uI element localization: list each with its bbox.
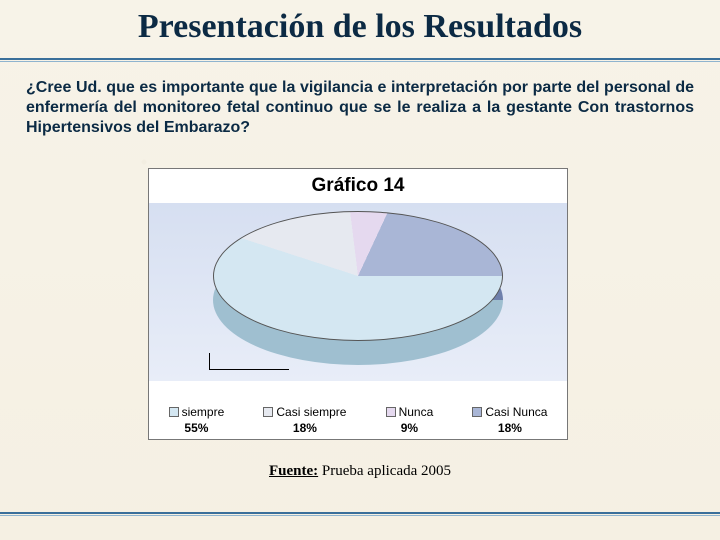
legend-percent: 55%	[169, 421, 225, 435]
legend-item: Nunca 9%	[386, 404, 434, 435]
legend-item: Casi Nunca 18%	[472, 404, 547, 435]
legend-swatch	[263, 407, 273, 417]
source-text: Prueba aplicada 2005	[322, 463, 451, 479]
chart-plot-area	[149, 203, 567, 381]
pie-top	[213, 211, 503, 341]
pie-chart	[213, 211, 503, 381]
legend-swatch	[472, 407, 482, 417]
legend-label: Casi siempre	[276, 405, 346, 419]
page-title: Presentación de los Resultados	[0, 8, 720, 46]
question-text: ¿Cree Ud. que es importante que la vigil…	[26, 78, 694, 138]
source-label: Fuente:	[269, 463, 318, 479]
legend-percent: 18%	[263, 421, 346, 435]
chart-legend: siempre 55% Casi siempre 18% Nunca 9% Ca…	[149, 404, 567, 435]
chart-container: Gráfico 14 siempre 55% Casi siempre 18% …	[148, 168, 568, 440]
chart-title: Gráfico 14	[149, 175, 567, 197]
legend-label: Nunca	[399, 405, 434, 419]
bottom-divider	[0, 512, 720, 516]
leader-line	[209, 353, 210, 369]
legend-item: siempre 55%	[169, 404, 225, 435]
legend-label: siempre	[182, 405, 225, 419]
legend-swatch	[169, 407, 179, 417]
legend-label: Casi Nunca	[485, 405, 547, 419]
top-divider	[0, 58, 720, 62]
legend-percent: 18%	[472, 421, 547, 435]
source-line: Fuente: Prueba aplicada 2005	[0, 463, 720, 480]
legend-swatch	[386, 407, 396, 417]
legend-item: Casi siempre 18%	[263, 404, 346, 435]
legend-percent: 9%	[386, 421, 434, 435]
leader-line	[209, 369, 289, 370]
